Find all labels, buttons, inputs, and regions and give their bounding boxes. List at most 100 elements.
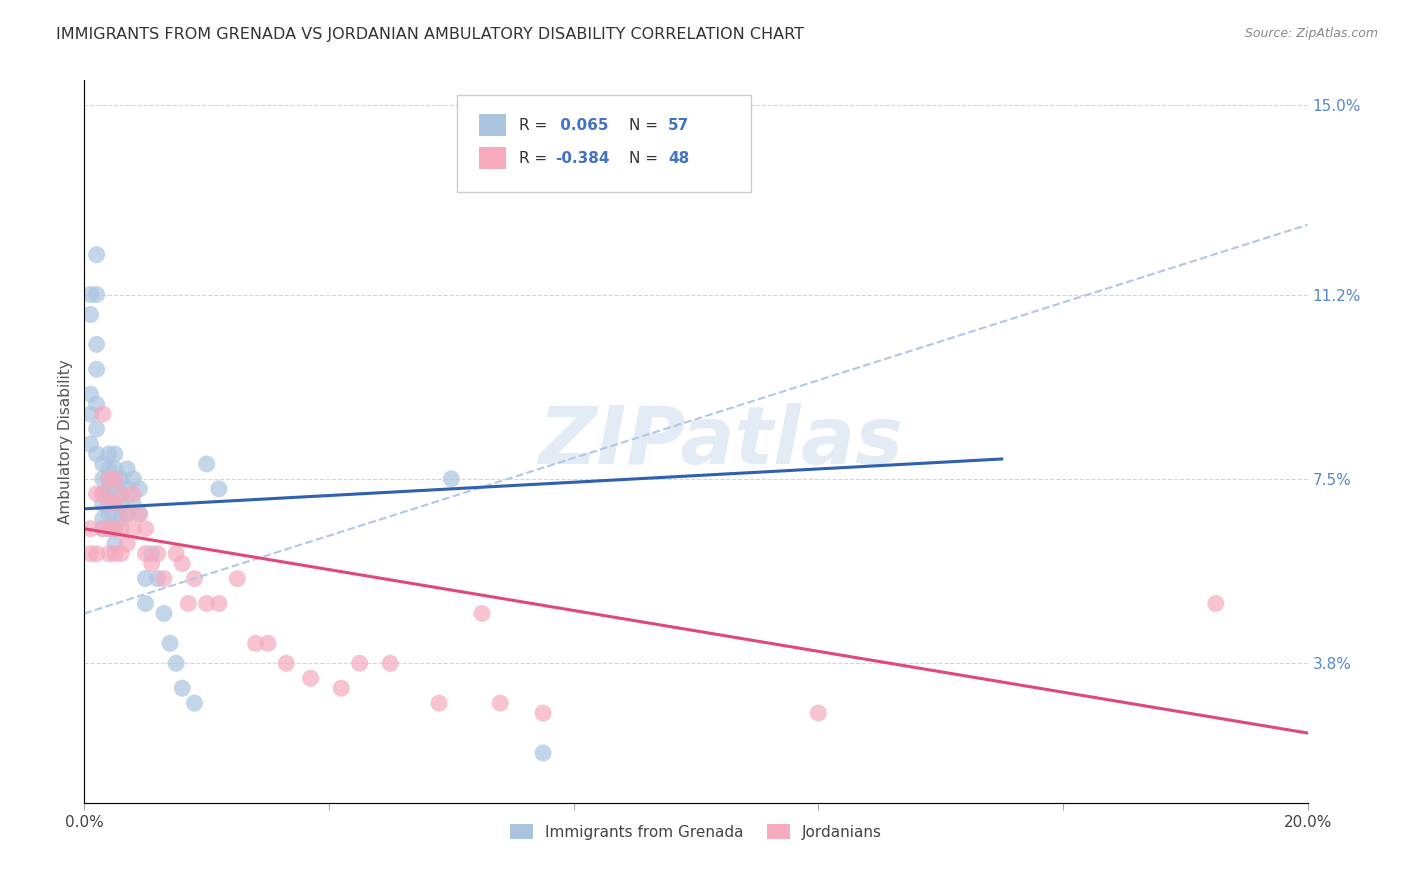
Text: ZIPatlas: ZIPatlas: [538, 402, 903, 481]
Point: [165, 547, 187, 561]
FancyBboxPatch shape: [457, 95, 751, 193]
Point: [91, 497, 114, 511]
Point: [97, 482, 120, 496]
Text: N =: N =: [628, 118, 662, 133]
Point: [226, 572, 249, 586]
Text: 0.065: 0.065: [555, 118, 609, 133]
Point: [91, 522, 114, 536]
Point: [104, 497, 127, 511]
Point: [531, 706, 554, 720]
Point: [86, 397, 108, 411]
Point: [128, 482, 150, 496]
Point: [245, 636, 267, 650]
Y-axis label: Ambulatory Disability: Ambulatory Disability: [58, 359, 73, 524]
Bar: [479, 114, 506, 136]
Point: [97, 462, 120, 476]
Point: [165, 657, 187, 671]
Point: [86, 337, 108, 351]
Bar: [479, 147, 506, 169]
Point: [299, 671, 322, 685]
Point: [104, 497, 127, 511]
Point: [91, 407, 114, 421]
Point: [159, 636, 181, 650]
Point: [86, 248, 108, 262]
Point: [86, 547, 108, 561]
Point: [349, 657, 371, 671]
Point: [97, 507, 120, 521]
Point: [183, 696, 205, 710]
Point: [141, 547, 163, 561]
Point: [257, 636, 280, 650]
Point: [115, 482, 138, 496]
Point: [97, 547, 120, 561]
Point: [97, 522, 120, 536]
Point: [330, 681, 353, 696]
Point: [104, 507, 127, 521]
Point: [380, 657, 402, 671]
Point: [276, 657, 298, 671]
Point: [135, 597, 157, 611]
Point: [128, 507, 150, 521]
Point: [208, 482, 231, 496]
Point: [86, 487, 108, 501]
Point: [122, 487, 145, 501]
Point: [97, 497, 120, 511]
Point: [122, 522, 145, 536]
Point: [91, 512, 114, 526]
Point: [104, 462, 127, 476]
Point: [97, 472, 120, 486]
Point: [135, 547, 157, 561]
Point: [91, 487, 114, 501]
Point: [79, 437, 101, 451]
Point: [104, 472, 127, 486]
Point: [79, 287, 101, 301]
Point: [531, 746, 554, 760]
Point: [1205, 597, 1227, 611]
Point: [97, 447, 120, 461]
Point: [104, 482, 127, 496]
Point: [807, 706, 830, 720]
Point: [195, 457, 218, 471]
Text: R =: R =: [519, 118, 551, 133]
Point: [172, 557, 194, 571]
Point: [110, 547, 132, 561]
Text: Source: ZipAtlas.com: Source: ZipAtlas.com: [1244, 27, 1378, 40]
Point: [86, 362, 108, 376]
Point: [110, 487, 132, 501]
Point: [195, 597, 218, 611]
Point: [91, 522, 114, 536]
Point: [79, 387, 101, 401]
Point: [91, 487, 114, 501]
Point: [104, 522, 127, 536]
Point: [208, 597, 231, 611]
Point: [135, 572, 157, 586]
Point: [104, 447, 127, 461]
Text: -0.384: -0.384: [555, 151, 610, 166]
Text: IMMIGRANTS FROM GRENADA VS JORDANIAN AMBULATORY DISABILITY CORRELATION CHART: IMMIGRANTS FROM GRENADA VS JORDANIAN AMB…: [56, 27, 804, 42]
Legend: Immigrants from Grenada, Jordanians: Immigrants from Grenada, Jordanians: [503, 818, 889, 846]
Point: [471, 607, 494, 621]
Text: 48: 48: [668, 151, 689, 166]
Point: [104, 547, 127, 561]
Point: [122, 497, 145, 511]
Point: [115, 537, 138, 551]
Point: [97, 472, 120, 486]
Point: [79, 308, 101, 322]
Point: [153, 607, 176, 621]
Point: [146, 547, 169, 561]
Point: [183, 572, 205, 586]
Point: [110, 487, 132, 501]
Point: [79, 547, 101, 561]
Point: [110, 472, 132, 486]
Point: [91, 472, 114, 486]
Point: [440, 472, 463, 486]
Point: [128, 507, 150, 521]
Point: [104, 472, 127, 486]
Point: [141, 557, 163, 571]
Text: 57: 57: [668, 118, 689, 133]
Point: [115, 507, 138, 521]
Point: [153, 572, 176, 586]
Point: [97, 522, 120, 536]
Point: [104, 537, 127, 551]
Point: [79, 522, 101, 536]
